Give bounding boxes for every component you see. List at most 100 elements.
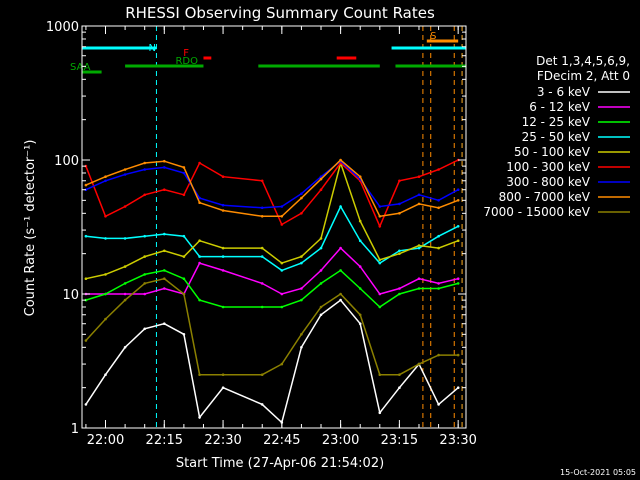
data-point [437,206,440,210]
data-point [198,196,201,200]
data-point [143,273,146,276]
data-point [398,202,401,206]
data-point [437,199,440,202]
data-point [398,252,401,255]
data-point [221,386,225,390]
data-point [417,277,421,281]
data-point [300,192,303,195]
data-point [163,287,166,290]
data-point [398,249,401,253]
data-point [280,292,284,296]
legend-entry-label: 7000 - 15000 keV [483,205,590,219]
data-point [280,223,284,226]
plot-frame [81,25,467,429]
x-tick-label: 23:00 [322,433,359,448]
data-point [182,171,186,175]
data-point [84,277,88,281]
data-point [417,175,421,178]
data-point [358,175,362,178]
y-axis-label: Count Rate (s⁻¹ detector⁻¹) [23,140,38,317]
series-line-7 [85,160,459,209]
data-point [417,193,421,197]
legend-entry-label: 12 - 25 keV [522,115,591,129]
y-tick-label: 10 [62,288,79,303]
data-point [300,212,303,215]
legend-entry-label: 300 - 800 keV [506,175,590,189]
data-point [398,373,401,377]
data-point [221,246,225,250]
data-point [143,234,146,238]
data-point [398,212,401,215]
data-point [182,292,186,296]
data-point [456,277,460,281]
data-point [143,292,146,296]
data-point [123,237,127,240]
data-point [163,159,166,163]
data-point [358,322,362,326]
data-point [143,161,146,165]
y-tick-label: 100 [54,154,79,169]
x-tick-label: 23:30 [439,433,476,448]
data-point [221,255,225,258]
data-point [319,177,323,181]
data-point [437,353,440,357]
data-point [319,246,323,250]
data-point [198,298,201,302]
data-point [378,261,382,265]
y-tick-label: 1 [71,422,79,437]
data-point [456,282,460,285]
data-point [300,196,303,200]
chart-title: RHESSI Observing Summary Count Rates [125,4,435,22]
data-point [300,298,303,302]
x-tick-label: 22:00 [87,433,124,448]
data-point [163,188,166,191]
data-point [104,373,107,377]
data-point [339,269,342,272]
data-point [260,215,264,218]
data-point [260,246,264,250]
data-point [163,249,166,253]
data-point [417,246,421,250]
data-point [319,188,323,191]
data-point [358,313,362,317]
data-point [280,215,284,218]
data-point [260,373,264,377]
data-point [358,219,362,223]
x-tick-label: 22:45 [263,433,300,448]
data-point [260,206,264,210]
data-point [398,292,401,296]
data-point [123,298,127,302]
data-point [198,261,201,265]
series-layer [84,158,460,424]
data-point [198,255,201,258]
annotation-layer: N F S SAA RDO [70,26,466,428]
x-axis-label: Start Time (27-Apr-06 21:54:02) [176,456,384,471]
data-point [143,255,146,258]
data-point [260,282,264,285]
data-point [123,346,127,349]
data-point [358,265,362,268]
data-point [182,193,186,197]
legend-entry-label: 100 - 300 keV [506,160,590,174]
data-point [104,317,107,321]
data-point [163,269,166,272]
data-point [417,244,421,247]
axes-layer: 1 10 100 1000 22:00 22:15 22:30 22:45 23:00 23:15… [46,20,477,448]
annotation-label: SAA [70,62,91,73]
data-point [319,175,323,178]
data-point [456,239,460,242]
data-point [378,373,382,377]
data-point [339,246,342,250]
data-point [84,183,88,187]
y-tick-label: 1000 [46,20,79,35]
legend-entry-label: 25 - 50 keV [522,130,591,144]
data-point [163,322,166,326]
data-point [456,188,460,191]
legend-header-line-1: Det 1,3,4,5,6,9, [536,54,630,68]
data-point [456,386,460,390]
data-point [398,179,401,183]
data-point [260,403,264,406]
data-point [104,179,107,183]
data-point [221,175,225,178]
